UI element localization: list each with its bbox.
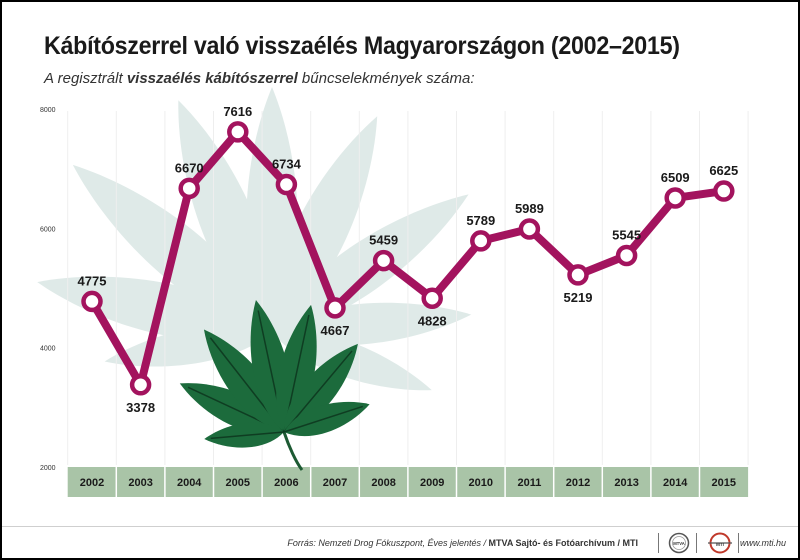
x-tick-label: 2013 — [614, 477, 638, 489]
data-label: 5459 — [369, 233, 398, 248]
background-leaflet — [271, 116, 378, 332]
chart-subtitle: A regisztrált visszaélés kábítószerrel b… — [44, 70, 475, 87]
data-label: 5545 — [612, 227, 641, 242]
subtitle-prefix: A regisztrált — [44, 70, 127, 87]
data-label: 5989 — [515, 201, 544, 216]
chart-title: Kábítószerrel való visszaélés Magyarorsz… — [44, 32, 680, 60]
subtitle-bold: visszaélés kábítószerrel — [126, 70, 298, 87]
y-axis: 8000 6000 4000 2000 — [40, 107, 56, 472]
cannabis-leaf-illustration — [179, 299, 370, 471]
footer-divider — [738, 533, 739, 553]
footer: Forrás: Nemzeti Drog Fókuszpont, Éves je… — [2, 526, 798, 558]
x-tick-label: 2015 — [712, 477, 736, 489]
data-label: 5219 — [564, 290, 593, 305]
data-point — [518, 218, 541, 240]
data-label: 6509 — [661, 170, 690, 185]
data-point — [275, 173, 298, 196]
data-point — [567, 264, 589, 286]
source-text: Forrás: Nemzeti Drog Fókuszpont, Éves je… — [287, 538, 638, 548]
leaflet-vein — [283, 405, 363, 433]
data-label: 4667 — [321, 323, 350, 338]
x-tick-label: 2010 — [469, 477, 493, 489]
leaflet-vein — [283, 350, 353, 433]
x-tick-label: 2004 — [177, 477, 202, 489]
y-tick-label: 4000 — [40, 346, 56, 353]
background-leaflet — [178, 100, 275, 332]
data-label: 3378 — [126, 400, 155, 415]
x-tick-label: 2009 — [420, 477, 444, 489]
x-tick-label: 2003 — [128, 477, 152, 489]
x-axis-band: 2002 2003 2004 2005 2006 2007 2008 2009 2010 2011… — [67, 467, 749, 497]
data-point — [227, 121, 249, 143]
x-tick-label: 2007 — [323, 477, 347, 489]
x-tick-label: 2008 — [371, 477, 395, 489]
x-tick-label: 2006 — [274, 477, 298, 489]
footer-divider — [658, 533, 659, 553]
mti-logo-text: MTI — [716, 542, 724, 547]
x-tick-label: 2005 — [226, 477, 250, 489]
data-label: 4775 — [78, 273, 107, 288]
data-label: 6670 — [175, 160, 204, 175]
source-italic: Forrás: Nemzeti Drog Fókuszpont, Éves je… — [287, 538, 489, 548]
data-point — [372, 249, 395, 272]
mtva-logo-text: MTVA — [673, 541, 685, 546]
source-bold: MTVA Sajtó- és Fotóarchívum / MTI — [488, 538, 638, 548]
subtitle-suffix: bűncselekmények száma: — [297, 70, 475, 87]
mtva-logo: MTVA — [668, 532, 690, 554]
x-tick-label: 2012 — [566, 477, 590, 489]
leaf-stem — [282, 431, 304, 471]
y-tick-label: 8000 — [40, 107, 56, 114]
data-label: 5789 — [466, 213, 495, 228]
data-point — [615, 244, 638, 267]
website-link[interactable]: www.mti.hu — [739, 538, 786, 548]
y-tick-label: 6000 — [40, 226, 56, 233]
x-tick-label: 2002 — [80, 477, 104, 489]
data-label: 6625 — [709, 163, 738, 178]
data-point — [178, 177, 200, 200]
leaflet-vein — [210, 431, 285, 440]
data-point — [324, 297, 346, 319]
data-label: 6734 — [272, 157, 302, 172]
data-label: 7616 — [223, 104, 252, 119]
data-point — [129, 374, 152, 396]
data-label: 4828 — [418, 313, 447, 328]
x-tick-label: 2014 — [663, 477, 688, 489]
data-series: 4775 3378 6670 7616 6734 4667 5459 4828 5789 5989… — [78, 104, 739, 415]
data-point — [421, 287, 443, 310]
data-point — [470, 230, 492, 252]
x-tick-label: 2011 — [517, 477, 541, 489]
y-tick-label: 2000 — [40, 465, 56, 472]
data-point — [81, 290, 103, 313]
data-point — [664, 187, 686, 209]
footer-divider — [696, 533, 697, 553]
mti-logo: MTI — [708, 532, 732, 554]
background-leaflet — [272, 194, 469, 332]
data-point — [713, 180, 735, 202]
